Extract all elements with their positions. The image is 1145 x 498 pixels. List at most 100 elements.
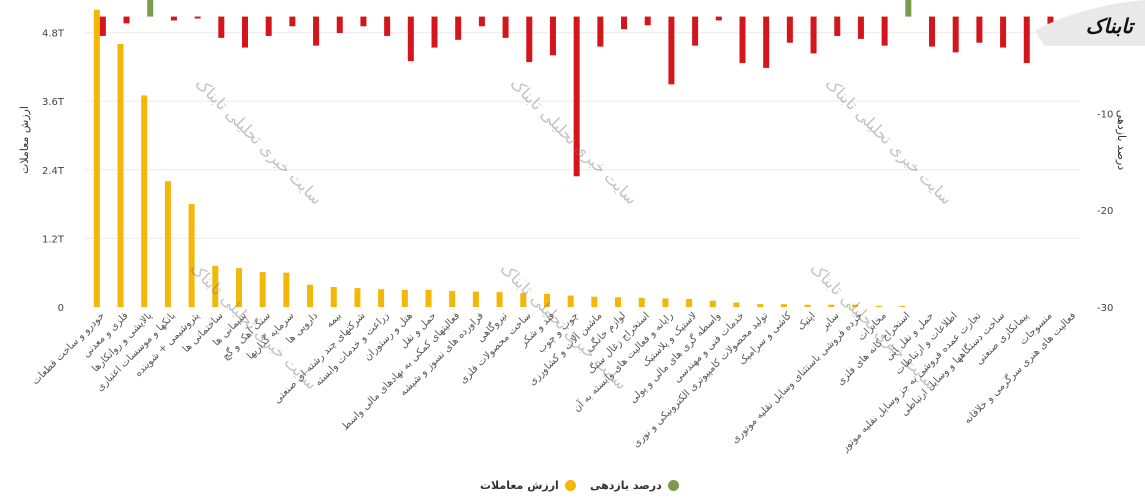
legend-label-value: ارزش معاملات bbox=[480, 479, 559, 492]
return-bar bbox=[241, 16, 248, 48]
logo: تابناک bbox=[1035, 0, 1145, 46]
value-bar bbox=[259, 272, 266, 307]
value-bar bbox=[520, 293, 527, 307]
watermark-text: سایت خبری تحلیلی تابناک bbox=[506, 74, 641, 209]
chart-legend: درصد بازدهی ارزش معاملات bbox=[0, 479, 1145, 497]
left-tick-label: 2.4T bbox=[42, 166, 65, 177]
return-bar bbox=[455, 16, 462, 40]
left-tick-label: 1.2T bbox=[42, 234, 65, 245]
value-bar bbox=[283, 272, 290, 307]
value-bar bbox=[496, 292, 503, 307]
value-bar bbox=[141, 95, 148, 307]
return-bar bbox=[218, 16, 225, 38]
legend-swatch-return bbox=[667, 480, 679, 491]
value-bar bbox=[354, 288, 361, 307]
value-bar bbox=[330, 286, 337, 307]
value-bar bbox=[567, 295, 574, 307]
return-bar bbox=[360, 16, 367, 27]
return-bar bbox=[597, 16, 604, 47]
value-bar bbox=[449, 290, 456, 307]
return-bar bbox=[336, 16, 343, 34]
value-bar bbox=[591, 296, 598, 307]
return-bar bbox=[99, 16, 106, 36]
right-tick-label: -10 bbox=[1097, 109, 1113, 120]
value-bar bbox=[804, 304, 811, 307]
return-bar bbox=[857, 16, 864, 39]
return-bar bbox=[905, 0, 912, 17]
left-tick-label: 3.6T bbox=[42, 97, 65, 108]
value-bar bbox=[757, 304, 764, 307]
return-bar bbox=[834, 16, 841, 36]
value-bar bbox=[212, 265, 219, 307]
return-bar bbox=[194, 16, 201, 19]
return-bar bbox=[289, 16, 296, 27]
return-bar bbox=[929, 16, 936, 47]
watermark-text: سایت خبری تحلیلی تابناک bbox=[191, 74, 326, 209]
return-bar bbox=[170, 16, 177, 21]
return-bar bbox=[952, 16, 959, 53]
value-bar bbox=[733, 302, 740, 307]
value-bar bbox=[686, 298, 693, 307]
return-bar bbox=[1000, 16, 1007, 48]
value-bar bbox=[875, 305, 882, 307]
left-tick-label: 0 bbox=[58, 303, 64, 314]
value-bar bbox=[425, 289, 432, 307]
legend-item-value[interactable]: ارزش معاملات bbox=[480, 479, 576, 492]
value-bar bbox=[615, 297, 622, 307]
return-bar bbox=[763, 16, 770, 68]
value-bar bbox=[662, 298, 669, 307]
value-bar bbox=[307, 284, 314, 307]
return-bar bbox=[810, 16, 817, 54]
return-bar bbox=[644, 16, 651, 26]
return-bar bbox=[549, 16, 556, 56]
logo-swoosh bbox=[1035, 0, 1145, 46]
return-bar bbox=[739, 16, 746, 64]
category-label: بیمه bbox=[324, 310, 344, 330]
return-bar bbox=[384, 16, 391, 36]
return-bar bbox=[431, 16, 438, 48]
return-bar bbox=[715, 16, 722, 21]
category-label: اپتیک bbox=[795, 310, 817, 332]
return-bar bbox=[478, 16, 485, 27]
return-bar bbox=[692, 16, 699, 46]
return-bar bbox=[881, 16, 888, 46]
value-bar bbox=[851, 304, 858, 307]
value-bar bbox=[828, 304, 835, 307]
value-bar bbox=[638, 297, 645, 307]
return-bar bbox=[123, 16, 130, 24]
value-bar bbox=[378, 289, 385, 307]
legend-swatch-value bbox=[564, 480, 576, 491]
return-bar bbox=[1023, 16, 1030, 64]
logo-text: تابناک bbox=[1085, 14, 1133, 38]
return-bar bbox=[668, 16, 675, 85]
return-bar bbox=[976, 16, 983, 43]
return-bar bbox=[313, 16, 320, 46]
value-bar bbox=[117, 44, 124, 308]
return-bar bbox=[526, 16, 533, 63]
left-axis-title: ارزش معاملات bbox=[18, 106, 31, 174]
return-bar bbox=[786, 16, 793, 43]
value-bar bbox=[780, 304, 787, 307]
value-bar bbox=[235, 268, 242, 307]
value-bar bbox=[401, 289, 408, 307]
return-bar bbox=[265, 16, 272, 36]
value-bar bbox=[164, 181, 171, 307]
return-bar bbox=[502, 16, 509, 38]
right-tick-label: -20 bbox=[1097, 206, 1113, 217]
watermark-text: سایت خبری تحلیلی تابناک bbox=[821, 74, 956, 209]
legend-item-return[interactable]: درصد بازدهی bbox=[590, 479, 679, 492]
return-bar bbox=[147, 0, 154, 17]
right-axis-title: درصد بازدهی bbox=[1115, 110, 1128, 171]
value-bar bbox=[899, 305, 906, 307]
value-bar bbox=[472, 291, 479, 307]
return-bar bbox=[573, 16, 580, 177]
value-bar bbox=[93, 9, 100, 308]
value-bar bbox=[188, 204, 195, 307]
return-bar bbox=[407, 16, 414, 62]
return-bar bbox=[621, 16, 628, 30]
right-tick-label: -30 bbox=[1097, 303, 1113, 314]
legend-label-return: درصد بازدهی bbox=[590, 479, 662, 492]
value-bar bbox=[543, 293, 550, 307]
value-bar bbox=[709, 300, 716, 307]
